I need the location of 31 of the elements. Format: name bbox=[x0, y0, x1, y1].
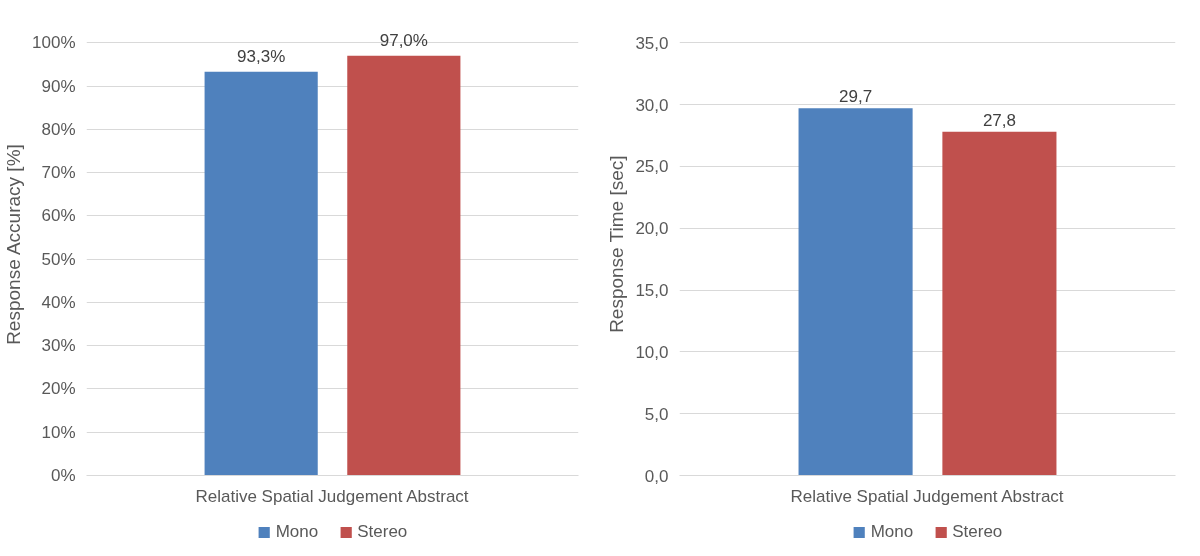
y-tick-label: 30% bbox=[41, 336, 76, 356]
y-tick-label: 0% bbox=[50, 466, 76, 485]
y-tick-label: 20,0 bbox=[635, 219, 669, 239]
y-tick-label: 10% bbox=[41, 422, 76, 442]
data-label: 97,0% bbox=[379, 30, 428, 50]
y-tick-label: 30,0 bbox=[635, 95, 669, 115]
y-tick-label: 0,0 bbox=[644, 466, 669, 486]
x-tick-label: Relative Spatial Judgement Abstract bbox=[195, 486, 469, 506]
legend-label: Mono bbox=[870, 522, 914, 542]
y-axis-title: Response Accuracy [%] bbox=[3, 144, 25, 345]
legend-label: Stereo bbox=[357, 522, 408, 542]
y-tick-label: 20% bbox=[41, 379, 76, 399]
data-label: 93,3% bbox=[237, 46, 286, 66]
data-label: 29,7 bbox=[839, 87, 873, 107]
y-tick-label: 90% bbox=[41, 76, 76, 96]
y-tick-label: 70% bbox=[41, 163, 76, 183]
y-axis-title: Response Time [sec] bbox=[606, 155, 628, 333]
data-label: 27,8 bbox=[982, 110, 1016, 130]
y-tick-label: 80% bbox=[41, 119, 76, 139]
y-tick-label: 60% bbox=[41, 206, 76, 226]
x-tick-label: Relative Spatial Judgement Abstract bbox=[790, 486, 1064, 506]
y-tick-label: 40% bbox=[41, 292, 76, 312]
y-tick-label: 100% bbox=[32, 33, 76, 53]
legend-label: Stereo bbox=[952, 522, 1003, 542]
legend-label: Mono bbox=[275, 522, 319, 542]
y-tick-label: 25,0 bbox=[635, 157, 669, 177]
y-tick-label: 5,0 bbox=[644, 404, 669, 424]
y-tick-label: 50% bbox=[41, 249, 76, 269]
y-tick-label: 10,0 bbox=[635, 342, 669, 362]
y-tick-label: 35,0 bbox=[635, 33, 669, 53]
y-tick-label: 15,0 bbox=[635, 281, 669, 301]
